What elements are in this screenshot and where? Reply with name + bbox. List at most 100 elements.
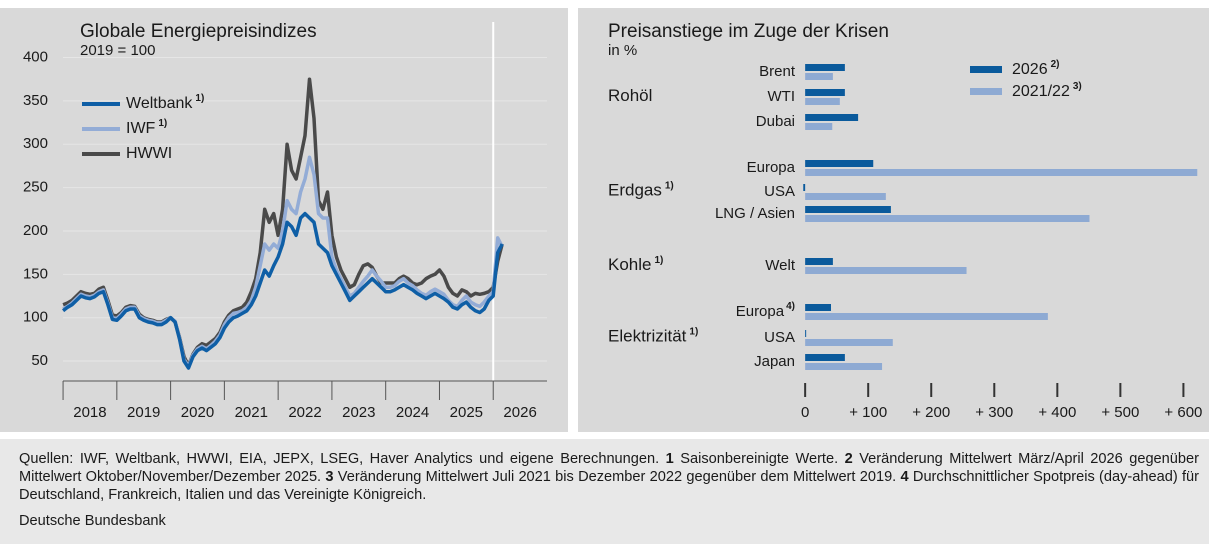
chart-subtitle: 2019 = 100 <box>80 42 156 59</box>
note-number: 1 <box>665 451 674 467</box>
legend-swatch <box>970 66 1002 73</box>
legend-label-note: 2) <box>1051 59 1060 70</box>
category-label: WTI <box>768 88 796 105</box>
y-tick-label: 350 <box>23 92 48 109</box>
bar <box>805 267 967 274</box>
bar <box>805 89 845 96</box>
x-tick-label: 2021 <box>235 404 268 421</box>
category-label: Europa <box>747 159 796 176</box>
y-tick-label: 400 <box>23 49 48 66</box>
group-label: Erdgas 1) <box>608 180 674 199</box>
x-tick-label: 2020 <box>181 404 214 421</box>
bar <box>805 193 886 200</box>
y-tick-label: 150 <box>23 265 48 282</box>
x-tick-label: 2019 <box>127 404 160 421</box>
note-text: Veränderung Mittelwert Juli 2021 bis Dez… <box>337 469 897 485</box>
legend-label-note: 1) <box>158 118 167 129</box>
group-label: Elektrizität 1) <box>608 326 698 345</box>
note-text: Saisonbereinigte Werte. <box>680 451 839 467</box>
group-label-note: 1) <box>689 326 698 337</box>
legend-label-text: IWF <box>126 120 156 137</box>
category-label: LNG / Asien <box>715 205 795 222</box>
bar <box>805 169 1198 176</box>
legend-label-text: 2021/22 <box>1012 83 1070 100</box>
bar <box>805 123 833 130</box>
y-tick-label: 100 <box>23 309 48 326</box>
x-tick-label: 2018 <box>73 404 106 421</box>
chart-subtitle: in % <box>608 42 637 59</box>
bar <box>805 354 845 361</box>
category-note: 4) <box>786 301 795 312</box>
bar <box>805 73 833 80</box>
bar <box>805 258 833 265</box>
legend-label: HWWI <box>126 145 172 162</box>
x-tick-label: 2023 <box>342 404 375 421</box>
note-number: 4 <box>900 469 909 485</box>
note-number: 3 <box>325 469 334 485</box>
bar <box>805 313 1048 320</box>
bar <box>805 64 845 71</box>
group-label-text: Rohöl <box>608 86 652 105</box>
chart-title: Preisanstiege im Zuge der Krisen <box>608 21 889 42</box>
note-text: Veränderung Mittelwert März/April 2026 g… <box>19 451 1200 485</box>
y-tick-label: 50 <box>31 352 48 369</box>
sources-text: Quellen: IWF, Weltbank, HWWI, EIA, JEPX,… <box>19 451 660 467</box>
x-tick-label: 2022 <box>288 404 321 421</box>
bar <box>805 206 891 213</box>
legend-label: 2026 2) <box>1012 59 1060 78</box>
category-label: Welt <box>765 257 796 274</box>
group-label-text: Kohle <box>608 255 651 274</box>
category-label: Japan <box>754 353 795 370</box>
group-label-note: 1) <box>654 255 663 266</box>
bar <box>805 339 893 346</box>
bar <box>805 330 807 337</box>
x-tick-label: + 400 <box>1038 404 1076 421</box>
x-tick-label: 0 <box>801 404 809 421</box>
category-label: Brent <box>759 63 796 80</box>
bar <box>805 215 1090 222</box>
bar <box>805 114 859 121</box>
note-number: 2 <box>844 451 853 467</box>
legend-label-text: HWWI <box>126 145 172 162</box>
legend-label: 2021/22 3) <box>1012 81 1082 100</box>
legend-label-text: Weltbank <box>126 95 193 112</box>
line-series <box>62 211 504 370</box>
category-label: USA <box>764 183 795 200</box>
group-label-text: Erdgas <box>608 181 662 200</box>
y-tick-label: 200 <box>23 222 48 239</box>
x-tick-label: 2024 <box>396 404 429 421</box>
bar <box>805 304 831 311</box>
x-tick-label: + 500 <box>1101 404 1139 421</box>
charts: Globale Energiepreisindizes 2019 = 100 P… <box>0 8 1209 432</box>
chart-title: Globale Energiepreisindizes <box>80 21 317 42</box>
legend-label: IWF 1) <box>126 118 167 137</box>
group-label: Kohle 1) <box>608 255 663 274</box>
legend-label-text: 2026 <box>1012 61 1048 78</box>
bar <box>805 98 840 105</box>
group-label: Rohöl <box>608 86 652 105</box>
bar <box>805 363 883 370</box>
x-tick-label: + 100 <box>849 404 887 421</box>
bar <box>805 160 874 167</box>
x-tick-label: + 200 <box>912 404 950 421</box>
y-tick-label: 300 <box>23 135 48 152</box>
category-label-text: Europa <box>736 303 785 320</box>
group-label-text: Elektrizität <box>608 327 687 346</box>
category-label: Europa 4) <box>736 301 795 320</box>
publisher: Deutsche Bundesbank <box>19 513 166 529</box>
x-tick-label: 2025 <box>450 404 483 421</box>
legend-swatch <box>970 88 1002 95</box>
legend-label-note: 3) <box>1073 81 1082 92</box>
sources: Quellen: IWF, Weltbank, HWWI, EIA, JEPX,… <box>19 450 1199 504</box>
legend-label-note: 1) <box>195 93 204 104</box>
x-tick-label: 2026 <box>503 404 536 421</box>
y-tick-label: 250 <box>23 179 48 196</box>
group-label-note: 1) <box>665 180 674 191</box>
category-label: Dubai <box>756 113 795 130</box>
note-text: Durchschnittlicher Spotpreis (day-ahead)… <box>19 469 1200 503</box>
x-tick-label: + 600 <box>1164 404 1202 421</box>
legend-label: Weltbank 1) <box>126 93 204 112</box>
x-tick-label: + 300 <box>975 404 1013 421</box>
footer: Quellen: IWF, Weltbank, HWWI, EIA, JEPX,… <box>0 439 1209 544</box>
